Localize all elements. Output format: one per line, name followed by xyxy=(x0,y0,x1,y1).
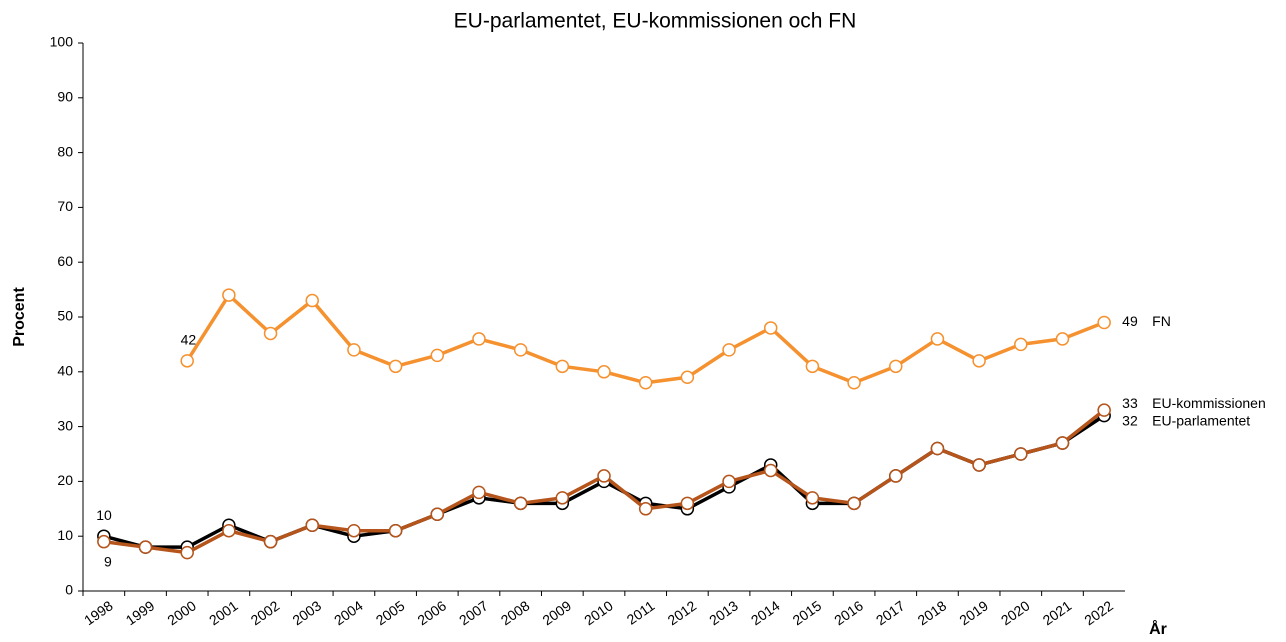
point xyxy=(222,288,236,302)
point xyxy=(763,463,778,478)
y-tick-label: 30 xyxy=(57,417,73,433)
point xyxy=(680,496,695,511)
y-tick-label: 20 xyxy=(57,472,73,488)
y-axis-label: Procent xyxy=(11,287,28,347)
legend-label: EU-parlamentet xyxy=(1152,412,1250,428)
y-tick-label: 80 xyxy=(57,143,73,159)
y-tick-label: 70 xyxy=(57,198,73,214)
point xyxy=(1055,436,1070,450)
point xyxy=(972,354,986,368)
x-tick-label: 2022 xyxy=(1081,597,1116,628)
y-tick-label: 90 xyxy=(57,89,73,105)
point xyxy=(680,370,695,385)
x-tick-label: 1998 xyxy=(81,597,116,628)
point xyxy=(555,491,570,505)
point xyxy=(513,343,528,357)
x-tick-label: 2018 xyxy=(915,597,950,628)
point xyxy=(889,359,903,374)
x-tick-label: 2014 xyxy=(748,597,783,628)
point xyxy=(347,343,361,357)
point xyxy=(263,534,278,549)
point xyxy=(97,534,111,549)
y-tick-label: 10 xyxy=(57,527,73,543)
data-label: 9 xyxy=(104,553,112,569)
x-tick-label: 2003 xyxy=(289,597,324,628)
point xyxy=(513,496,528,511)
x-tick-label: 2017 xyxy=(873,597,908,628)
point xyxy=(305,293,319,308)
point xyxy=(138,540,153,554)
point xyxy=(847,496,861,511)
x-tick-label: 2011 xyxy=(624,597,658,627)
point xyxy=(347,523,361,538)
x-tick-label: 2020 xyxy=(998,597,1033,628)
point xyxy=(722,343,736,357)
point xyxy=(180,354,194,368)
y-tick-label: 60 xyxy=(57,253,73,269)
data-label: 33 xyxy=(1122,395,1138,411)
x-tick-label: 2001 xyxy=(206,597,241,628)
x-tick-label: 2000 xyxy=(164,597,199,628)
point xyxy=(930,332,945,346)
point xyxy=(1097,403,1111,417)
y-tick-label: 0 xyxy=(65,582,73,598)
point xyxy=(430,507,445,522)
point xyxy=(472,332,486,346)
x-tick-label: 2009 xyxy=(539,597,574,628)
x-tick-label: 2021 xyxy=(1040,597,1075,628)
data-label: 10 xyxy=(96,507,112,523)
point xyxy=(847,376,861,390)
point xyxy=(388,523,403,538)
point xyxy=(305,518,319,532)
point xyxy=(805,491,820,505)
x-tick-label: 2002 xyxy=(248,597,283,628)
point xyxy=(1097,315,1111,330)
x-tick-label: 2016 xyxy=(831,597,866,628)
x-tick-label: 2015 xyxy=(790,597,825,628)
x-tick-label: 2007 xyxy=(456,597,491,628)
y-tick-label: 100 xyxy=(50,34,74,50)
x-tick-label: 1999 xyxy=(123,597,158,628)
data-label: 49 xyxy=(1122,313,1138,329)
x-tick-label: 2006 xyxy=(414,597,449,628)
x-tick-label: 2008 xyxy=(498,597,533,628)
point xyxy=(597,469,611,483)
point xyxy=(1014,337,1028,352)
point xyxy=(638,502,653,516)
x-tick-label: 2004 xyxy=(331,597,366,628)
x-tick-label: 2013 xyxy=(706,597,741,628)
data-label: 42 xyxy=(181,332,197,348)
legend-label: FN xyxy=(1152,313,1171,329)
y-tick-label: 40 xyxy=(57,363,73,379)
point xyxy=(263,326,278,341)
point xyxy=(889,469,903,483)
legend-label: EU-kommissionen xyxy=(1152,395,1266,411)
point xyxy=(430,348,445,363)
point xyxy=(597,365,611,379)
point xyxy=(222,523,236,538)
x-tick-label: 2010 xyxy=(581,597,616,628)
data-label: 32 xyxy=(1122,412,1138,428)
x-tick-label: 2019 xyxy=(956,597,991,628)
point xyxy=(930,441,945,456)
x-axis-label: År xyxy=(1149,619,1167,638)
point xyxy=(180,545,194,560)
point xyxy=(763,321,778,335)
point xyxy=(388,359,403,374)
point xyxy=(1055,332,1070,346)
chart-title: EU-parlamentet, EU-kommissionen och FN xyxy=(454,10,857,33)
point xyxy=(805,359,820,374)
point xyxy=(1014,447,1028,461)
point xyxy=(555,359,570,374)
x-tick-label: 2005 xyxy=(373,597,408,628)
y-tick-label: 50 xyxy=(57,308,73,324)
series-line xyxy=(185,293,1105,385)
x-tick-label: 2012 xyxy=(665,597,700,628)
point xyxy=(638,376,653,390)
point xyxy=(972,458,986,472)
point xyxy=(472,485,486,500)
point xyxy=(722,474,736,489)
